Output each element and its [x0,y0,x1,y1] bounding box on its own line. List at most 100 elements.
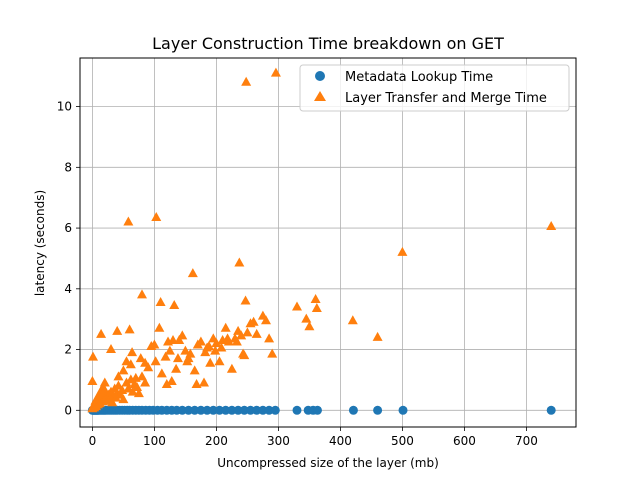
transfer-point [205,357,216,367]
transfer-point [127,347,138,357]
metadata-point [196,405,206,415]
transfer-point [143,362,154,372]
transfer-point [234,257,245,267]
transfer-point [135,353,146,363]
transfer-point [154,322,165,332]
metadata-point [312,405,322,415]
transfer-point [214,356,225,366]
transfer-point [130,372,141,382]
metadata-point [348,405,358,415]
x-axis-ticks: 0 100 200 300 400 500 600 700 [89,427,538,448]
transfer-point [240,295,251,305]
metadata-point [264,405,274,415]
transfer-point [261,315,271,325]
transfer-point [137,289,147,299]
metadata-point [177,405,187,415]
transfer-point [113,380,124,390]
metadata-point [208,405,218,415]
transfer-point [397,246,408,256]
transfer-point [96,328,107,338]
transfer-point [133,388,144,398]
transfer-point [191,378,202,388]
transfer-point [195,336,206,346]
transfer-point [311,303,322,313]
transfer-point [166,375,177,385]
transfer-point [87,375,98,385]
metadata-point [270,405,280,415]
x-tick-label: 500 [391,434,414,448]
x-tick-label: 700 [515,434,538,448]
transfer-point [211,337,222,347]
y-axis-ticks: 0 2 4 6 8 10 [57,100,80,417]
transfer-point [127,386,138,396]
plot-frame [79,57,577,428]
transfer-point [189,365,200,375]
transfer-point [151,211,162,221]
x-tick-label: 0 [89,434,97,448]
x-tick-label: 300 [267,434,290,448]
transfer-point [239,350,250,360]
transfer-point [199,377,209,387]
x-tick-label: 400 [329,434,352,448]
transfer-point [301,313,312,323]
y-tick-label: 6 [64,221,72,235]
transfer-point [160,351,171,361]
transfer-point [110,392,121,402]
transfer-point [267,348,278,358]
transfer-point [132,382,143,392]
transfer-point [118,365,129,375]
x-tick-label: 100 [143,434,166,448]
x-axis-label: Uncompressed size of the layer (mb) [217,456,439,470]
transfer-point [242,327,253,337]
y-tick-label: 2 [64,343,72,357]
legend-marker-metadata [315,71,325,81]
metadata-point [233,405,243,415]
transfer-point [164,345,175,355]
metadata-point [373,405,383,415]
y-axis-label: latency (seconds) [33,190,47,296]
x-tick-label: 200 [205,434,228,448]
transfer-point [112,325,123,335]
transfer-point [174,334,185,344]
metadata-point [239,405,249,415]
metadata-point [246,405,255,415]
transfer-point [264,333,275,343]
transfer-point [241,76,252,86]
metadata-point [292,405,302,415]
transfer-point [187,268,198,278]
transfer-point [183,353,194,363]
transfer-point [200,347,211,357]
y-tick-label: 4 [64,282,72,296]
transfer-point [169,300,180,310]
series-0 [87,405,556,415]
transfer-point [223,336,234,346]
transfer-point [125,359,136,369]
transfer-point [137,371,147,381]
transfer-point [546,221,557,231]
transfer-point [236,330,247,340]
transfer-point [107,397,118,407]
transfer-point [216,342,227,352]
metadata-point [184,405,193,415]
metadata-point [227,405,237,415]
transfer-point [203,341,214,351]
transfer-point [123,216,134,226]
metadata-point [258,405,268,415]
y-tick-label: 10 [57,100,72,114]
metadata-point [221,405,231,415]
transfer-point [171,363,182,373]
transfer-point [113,371,124,381]
series-1 [87,67,557,413]
transfer-point [292,301,302,311]
transfer-point [226,363,237,373]
metadata-point [190,405,200,415]
transfer-point [172,353,183,363]
transfer-point [155,296,166,306]
transfer-point [121,377,132,387]
transfer-point [150,356,161,366]
legend: Metadata Lookup Time Layer Transfer and … [299,64,570,112]
data-series [87,67,557,415]
transfer-point [106,344,116,354]
